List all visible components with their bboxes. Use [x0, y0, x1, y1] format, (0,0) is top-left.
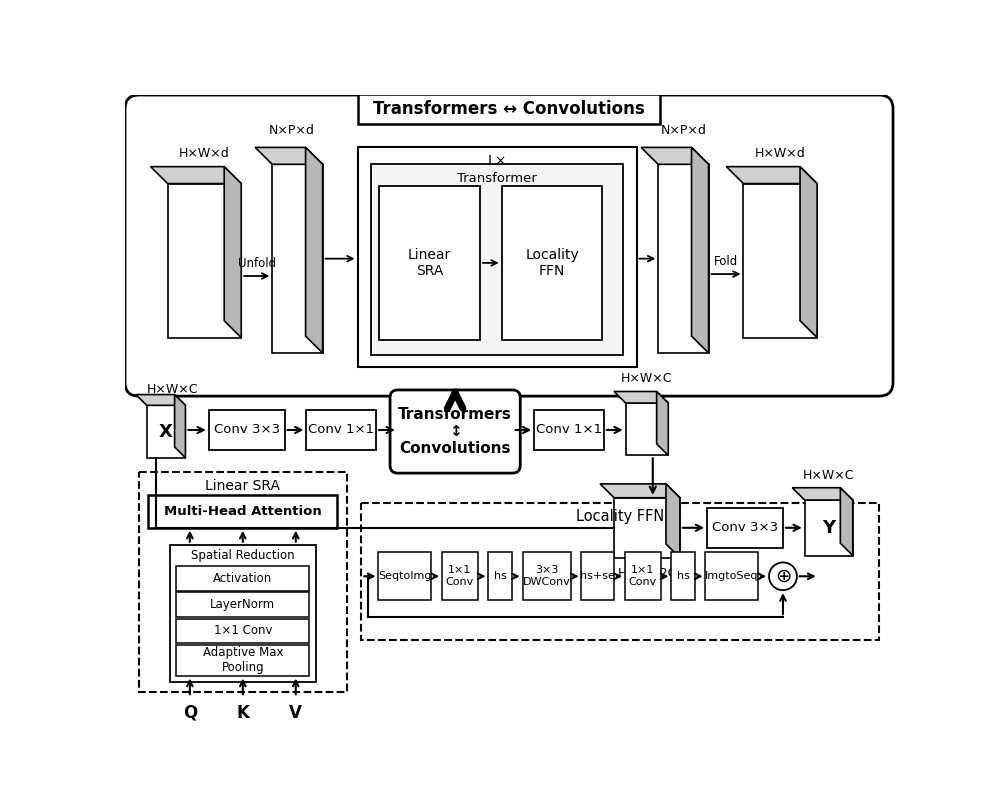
Polygon shape [147, 406, 185, 458]
Text: ⊕: ⊕ [775, 567, 791, 586]
Text: hs+se: hs+se [580, 571, 615, 581]
Text: Transformers
↕
Convolutions: Transformers ↕ Convolutions [398, 406, 512, 456]
Text: Spatial Reduction: Spatial Reduction [191, 549, 295, 562]
Text: LayerNorm: LayerNorm [210, 598, 275, 611]
Text: Activation: Activation [213, 572, 272, 585]
Polygon shape [255, 147, 323, 164]
Polygon shape [692, 147, 709, 353]
FancyBboxPatch shape [125, 95, 893, 396]
Text: Q: Q [183, 703, 197, 722]
FancyBboxPatch shape [379, 186, 480, 340]
Text: N×P×d: N×P×d [269, 124, 315, 137]
Polygon shape [614, 391, 668, 403]
Polygon shape [614, 497, 680, 558]
Polygon shape [306, 147, 323, 353]
Text: Conv 3×3: Conv 3×3 [712, 521, 778, 535]
Polygon shape [151, 166, 241, 184]
Polygon shape [666, 484, 680, 558]
Text: 1×1
Conv: 1×1 Conv [446, 565, 474, 587]
Text: H×W×2C: H×W×2C [617, 567, 677, 580]
Text: Conv 1×1: Conv 1×1 [536, 424, 602, 436]
Polygon shape [168, 184, 241, 337]
Text: Locality
FFN: Locality FFN [525, 248, 579, 278]
Polygon shape [641, 147, 709, 164]
FancyBboxPatch shape [488, 553, 512, 600]
FancyBboxPatch shape [534, 410, 604, 450]
Text: X: X [159, 422, 173, 440]
FancyBboxPatch shape [176, 619, 309, 643]
Text: 3×3
DWConv: 3×3 DWConv [523, 565, 570, 587]
FancyBboxPatch shape [176, 645, 309, 676]
Circle shape [769, 562, 797, 590]
FancyBboxPatch shape [378, 553, 431, 600]
Text: N×P×d: N×P×d [660, 124, 706, 137]
FancyBboxPatch shape [170, 545, 316, 682]
FancyBboxPatch shape [390, 390, 520, 473]
Polygon shape [600, 484, 680, 497]
FancyBboxPatch shape [209, 410, 285, 450]
FancyBboxPatch shape [523, 553, 571, 600]
Text: H×W×C: H×W×C [147, 383, 198, 397]
Polygon shape [657, 391, 668, 455]
Text: H×W×d: H×W×d [755, 147, 806, 161]
Text: Conv 1×1: Conv 1×1 [308, 424, 374, 436]
Text: 1×1 Conv: 1×1 Conv [214, 624, 272, 638]
Text: Transformer: Transformer [457, 172, 537, 185]
FancyBboxPatch shape [148, 496, 337, 527]
Text: H×W×C: H×W×C [803, 469, 854, 482]
FancyBboxPatch shape [705, 553, 758, 600]
Text: H×W×d: H×W×d [179, 147, 230, 161]
Text: hs: hs [494, 571, 507, 581]
Text: L×: L× [487, 154, 507, 168]
Text: hs: hs [677, 571, 689, 581]
Polygon shape [626, 403, 668, 455]
Text: Linear
SRA: Linear SRA [408, 248, 451, 278]
Polygon shape [743, 184, 817, 337]
FancyBboxPatch shape [671, 553, 695, 600]
Polygon shape [175, 394, 185, 458]
Text: Y: Y [822, 519, 835, 537]
Polygon shape [224, 166, 241, 337]
Text: 1×1
Conv: 1×1 Conv [629, 565, 657, 587]
Text: Locality FFN: Locality FFN [576, 509, 664, 524]
Polygon shape [840, 488, 853, 555]
Text: Linear SRA: Linear SRA [205, 479, 280, 493]
Polygon shape [726, 166, 817, 184]
FancyBboxPatch shape [306, 410, 376, 450]
Polygon shape [800, 166, 817, 337]
FancyBboxPatch shape [625, 553, 661, 600]
FancyBboxPatch shape [361, 503, 879, 640]
FancyBboxPatch shape [358, 147, 637, 367]
Text: Unfold: Unfold [238, 257, 276, 270]
FancyBboxPatch shape [176, 566, 309, 591]
Text: K: K [236, 703, 249, 722]
FancyBboxPatch shape [707, 508, 783, 548]
Text: Fold: Fold [714, 255, 738, 268]
FancyBboxPatch shape [371, 164, 623, 356]
FancyBboxPatch shape [502, 186, 602, 340]
Polygon shape [272, 164, 323, 353]
FancyBboxPatch shape [581, 553, 614, 600]
FancyBboxPatch shape [442, 553, 478, 600]
Text: Multi-Head Attention: Multi-Head Attention [164, 505, 322, 518]
Polygon shape [792, 488, 853, 500]
FancyBboxPatch shape [139, 472, 347, 691]
Text: Transformers ↔ Convolutions: Transformers ↔ Convolutions [373, 100, 645, 118]
Text: Conv 3×3: Conv 3×3 [214, 424, 280, 436]
Text: V: V [289, 703, 302, 722]
FancyBboxPatch shape [358, 94, 660, 124]
Text: SeqtoImg: SeqtoImg [378, 571, 432, 581]
FancyBboxPatch shape [176, 592, 309, 617]
Text: ImgtoSeq: ImgtoSeq [705, 571, 759, 581]
Polygon shape [136, 394, 185, 406]
Text: H×W×C: H×W×C [621, 372, 673, 386]
Polygon shape [658, 164, 709, 353]
Text: Adaptive Max
Pooling: Adaptive Max Pooling [203, 646, 283, 674]
Polygon shape [805, 500, 853, 555]
